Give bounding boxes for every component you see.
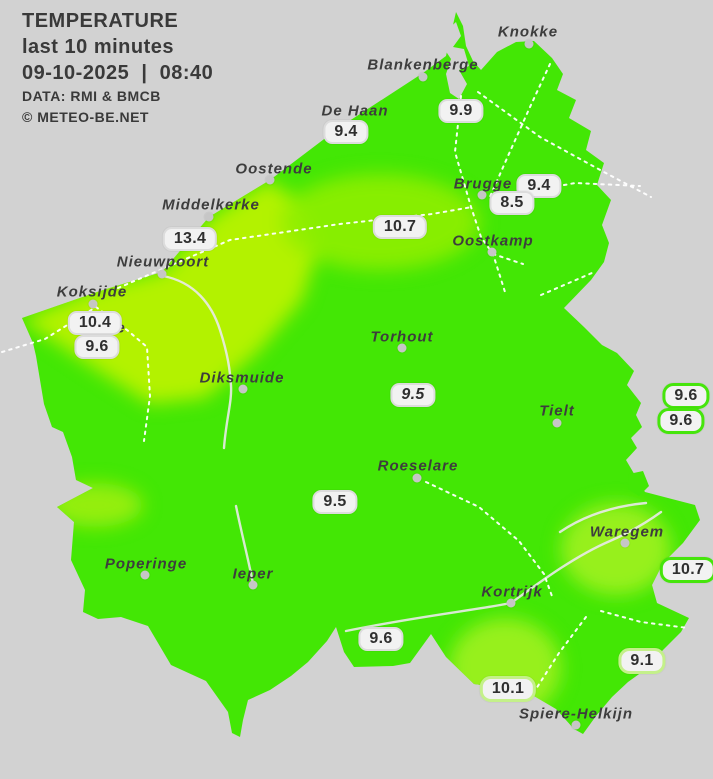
- warm-region-waregem: [561, 503, 671, 595]
- city-dot: [248, 580, 258, 590]
- road-spiere: [535, 616, 587, 690]
- temp-badge[interactable]: 9.9: [438, 99, 484, 123]
- temp-badge[interactable]: 9.5: [390, 383, 436, 407]
- city-label: Tielt: [539, 402, 575, 420]
- road-roeselare-kortrijk: [425, 481, 554, 600]
- temp-badge[interactable]: 10.7: [372, 215, 428, 239]
- temp-badge[interactable]: 9.6: [74, 335, 120, 359]
- road-harbor-east: [477, 91, 652, 198]
- zeebrugge-harbor-inlet: [443, 22, 469, 99]
- temp-badge[interactable]: 9.6: [662, 383, 710, 409]
- city-dot: [524, 39, 534, 49]
- city-label: Roeselare: [377, 457, 459, 475]
- road-tielt-east: [540, 272, 593, 296]
- city-label: De Haan: [321, 102, 389, 120]
- copyright: © METEO-BE.NET: [22, 109, 149, 125]
- city-dot: [620, 538, 630, 548]
- city-dot: [157, 269, 167, 279]
- city-label: Blankenberge: [367, 56, 479, 74]
- city-label: Knokke: [497, 23, 559, 41]
- page-title: TEMPERATURE: [22, 10, 179, 32]
- road-e40-west: [1, 305, 152, 442]
- city-dot: [204, 212, 214, 222]
- city-label: Poperinge: [104, 555, 188, 573]
- road-zeebrugge-brugge: [453, 95, 506, 293]
- river-ijzer: [161, 274, 233, 450]
- temp-badge[interactable]: 9.6: [358, 627, 404, 651]
- road-e40-coast: [117, 206, 473, 289]
- city-dot: [140, 570, 150, 580]
- city-label: Waregem: [589, 523, 665, 541]
- city-label: Diksmuide: [199, 369, 285, 387]
- city-label: Torhout: [370, 328, 434, 346]
- city-dot: [552, 418, 562, 428]
- temp-badge[interactable]: 9.1: [618, 648, 666, 674]
- river-waregem: [558, 501, 648, 534]
- border-islet: [628, 471, 649, 496]
- temp-badge[interactable]: 8.5: [489, 191, 535, 215]
- city-label: Spiere-Helkijn: [518, 705, 634, 723]
- page-subtitle: last 10 minutes: [22, 36, 175, 58]
- roads-layer: [1, 63, 689, 690]
- city-dot: [265, 175, 275, 185]
- city-dot: [88, 299, 98, 309]
- temp-badge[interactable]: 9.4: [323, 120, 369, 144]
- temp-badge[interactable]: 10.4: [67, 311, 123, 335]
- page-datetime: 09-10-2025 | 08:40: [22, 62, 214, 84]
- temp-badge[interactable]: 10.7: [659, 557, 713, 583]
- temp-badge[interactable]: 13.4: [162, 227, 218, 251]
- city-dot: [477, 190, 487, 200]
- road-oostkamp-branch: [492, 253, 524, 265]
- river-leie: [344, 510, 663, 633]
- city-label: Nieuwpoort: [116, 253, 210, 271]
- warm-region-southwest: [47, 483, 143, 527]
- city-label: Brugge: [453, 175, 513, 193]
- city-dot: [238, 384, 248, 394]
- city-label: Oostende: [235, 160, 313, 178]
- temp-badge[interactable]: 10.1: [479, 676, 537, 702]
- header: TEMPERATURE last 10 minutes 09-10-2025 |…: [22, 8, 213, 128]
- city-label: Koksijde: [56, 283, 128, 301]
- temp-badge[interactable]: 9.6: [657, 408, 705, 434]
- city-label: Ieper: [232, 565, 274, 583]
- city-label: Middelkerke: [162, 196, 260, 214]
- city-dot: [487, 247, 497, 257]
- river-ieper-canal: [234, 504, 255, 586]
- warm-region-kortrijk: [449, 618, 561, 718]
- city-dot: [412, 473, 422, 483]
- city-dot: [571, 720, 581, 730]
- city-label: Oostkamp: [452, 232, 534, 250]
- data-source: DATA: RMI & BMCB: [22, 88, 161, 104]
- city-dot: [418, 72, 428, 82]
- city-dot: [506, 598, 516, 608]
- road-knokke-brugge: [488, 63, 551, 200]
- city-label: Kortrijk: [481, 583, 543, 601]
- temp-badge[interactable]: 9.5: [312, 490, 358, 514]
- city-dot: [397, 343, 407, 353]
